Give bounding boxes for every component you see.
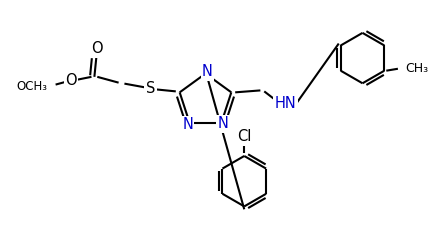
Text: CH₃: CH₃ xyxy=(405,62,429,75)
Text: O: O xyxy=(92,41,103,56)
Text: N: N xyxy=(182,117,193,132)
Text: HN: HN xyxy=(275,96,296,112)
Text: OCH₃: OCH₃ xyxy=(17,80,48,93)
Text: O: O xyxy=(65,73,77,88)
Text: Cl: Cl xyxy=(237,129,252,144)
Text: N: N xyxy=(202,64,213,79)
Text: S: S xyxy=(146,81,155,96)
Text: N: N xyxy=(218,116,229,131)
